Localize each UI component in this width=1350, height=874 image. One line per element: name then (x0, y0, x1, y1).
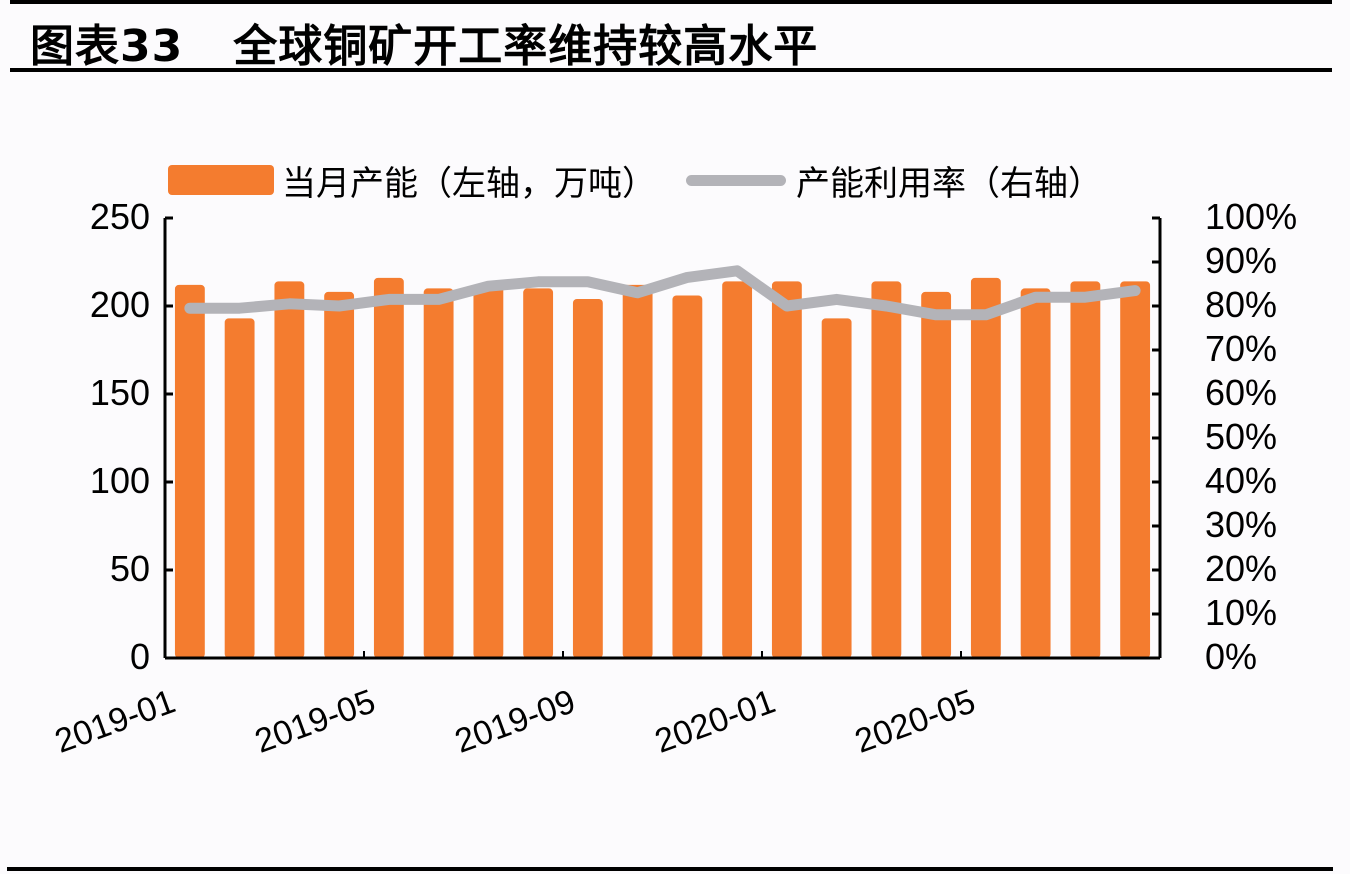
right-tick-label: 80% (1205, 284, 1278, 325)
legend-line-label: 产能利用率（右轴） (796, 163, 1102, 204)
right-tick-label: 40% (1205, 460, 1278, 501)
left-tick-label: 200 (89, 284, 150, 325)
bar-2020-04 (921, 291, 952, 658)
legend: 当月产能（左轴，万吨） 产能利用率（右轴） (168, 155, 1102, 205)
bar-2019-11 (672, 295, 703, 658)
bar-2019-02 (224, 318, 255, 658)
legend-line-swatch (686, 174, 786, 186)
title-rule (10, 68, 1332, 72)
figure-title: 图表33 全球铜矿开工率维持较高水平 (30, 10, 818, 74)
figure-number: 图表33 (30, 21, 184, 72)
bar-2020-02 (821, 318, 852, 658)
bottom-rule (7, 867, 1333, 871)
bar-2020-01 (771, 281, 802, 658)
bar-2019-08 (523, 288, 554, 658)
left-tick-label: 0 (129, 636, 150, 677)
utilization-line (184, 265, 1141, 321)
right-tick-label: 100% (1205, 196, 1298, 237)
right-tick-label: 60% (1205, 372, 1278, 413)
bar-2019-04 (324, 291, 355, 658)
bar-2019-06 (423, 288, 454, 658)
left-tick-label: 50 (109, 548, 150, 589)
bar-2020-08 (1120, 281, 1151, 658)
right-tick-label: 20% (1205, 548, 1278, 589)
top-rule (10, 0, 1332, 4)
right-tick-label: 70% (1205, 328, 1278, 369)
bar-2019-01 (174, 284, 205, 658)
figure-title-text: 全球铜矿开工率维持较高水平 (233, 21, 819, 72)
legend-bar-label: 当月产能（左轴，万吨） (282, 163, 656, 204)
left-tick-label: 250 (89, 196, 150, 237)
left-tick-label: 150 (89, 372, 150, 413)
bar-2020-06 (1020, 288, 1051, 658)
right-tick-label: 90% (1205, 240, 1278, 281)
left-tick-label: 100 (89, 460, 150, 501)
right-tick-label: 0% (1205, 636, 1258, 677)
bar-2019-09 (572, 298, 603, 658)
bar-2020-07 (1070, 281, 1101, 658)
legend-bar-swatch (168, 165, 274, 195)
right-tick-label: 30% (1205, 504, 1278, 545)
right-tick-label: 50% (1205, 416, 1278, 457)
bar-2019-05 (373, 277, 404, 658)
bar-2019-07 (473, 286, 504, 658)
bar-2020-05 (970, 277, 1001, 658)
right-tick-label: 10% (1205, 592, 1278, 633)
bar-2019-10 (622, 284, 653, 658)
bar-2019-03 (274, 281, 305, 658)
bar-2019-12 (722, 281, 753, 658)
bar-2020-03 (871, 281, 902, 658)
